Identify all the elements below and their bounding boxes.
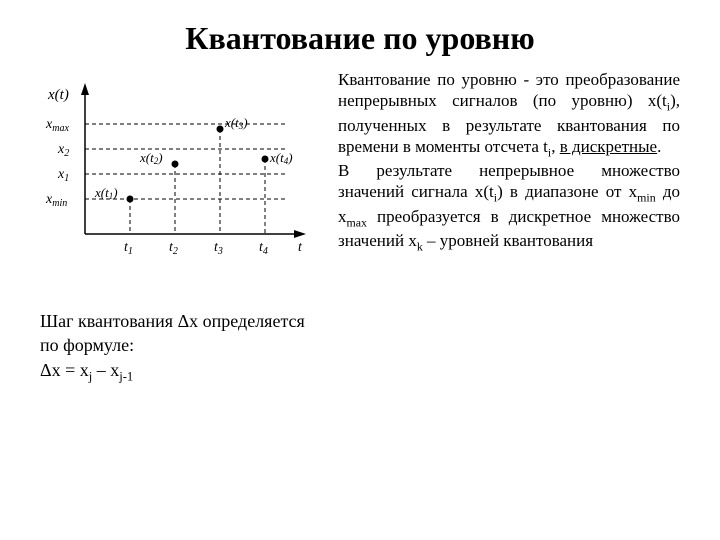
text: Квантование по уровню - это преобразован…	[338, 70, 680, 110]
text: ) в диапазоне от x	[497, 182, 637, 201]
text: .	[657, 137, 661, 156]
svg-text:x1: x1	[57, 167, 69, 184]
svg-text:t3: t3	[214, 240, 223, 257]
paragraph-2: В результате непрерывное множество значе…	[338, 160, 680, 254]
svg-text:x2: x2	[57, 142, 69, 159]
svg-text:t2: t2	[169, 240, 178, 257]
svg-text:t4: t4	[259, 240, 268, 257]
sub-min: min	[637, 191, 656, 205]
formula-block: Шаг квантования Δx определяется по форму…	[40, 309, 320, 385]
svg-text:x(t3): x(t3)	[224, 115, 248, 131]
left-column: x(t) xmax x2 x1 xmin x(t1) x(t2) x(t3) x…	[40, 69, 320, 385]
text: – уровней квантования	[423, 231, 593, 250]
underline-text: в дискретные	[560, 137, 657, 156]
paragraph-1: Квантование по уровню - это преобразован…	[338, 69, 680, 160]
content-row: x(t) xmax x2 x1 xmin x(t1) x(t2) x(t3) x…	[40, 69, 680, 385]
formula-text: Шаг квантования Δx определяется по форму…	[40, 309, 320, 358]
svg-text:x(t2): x(t2)	[139, 150, 163, 166]
svg-text:xmax: xmax	[45, 117, 69, 134]
sub-max: max	[347, 215, 367, 229]
svg-text:xmin: xmin	[45, 192, 67, 209]
quantization-diagram: x(t) xmax x2 x1 xmin x(t1) x(t2) x(t3) x…	[40, 69, 320, 269]
svg-text:t1: t1	[124, 240, 133, 257]
formula-eq: Δx = xj – xj-1	[40, 358, 320, 386]
page-title: Квантование по уровню	[40, 20, 680, 57]
right-column: Квантование по уровню - это преобразован…	[338, 69, 680, 385]
text: ,	[551, 137, 560, 156]
svg-text:t: t	[298, 240, 303, 255]
svg-text:x(t4): x(t4)	[269, 150, 293, 166]
svg-text:x(t1): x(t1)	[94, 185, 118, 201]
svg-text:x(t): x(t)	[47, 87, 69, 103]
